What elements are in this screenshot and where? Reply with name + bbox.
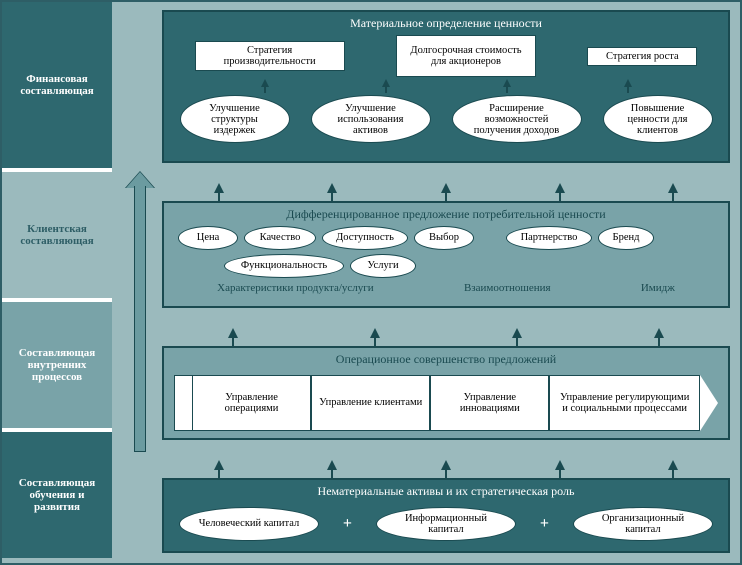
plus-icon: +: [536, 515, 553, 533]
learning-oval: Информационный капитал: [376, 507, 516, 541]
client-oval: Бренд: [598, 226, 654, 250]
arrow-up-icon: [327, 183, 337, 193]
arrow-up-icon: [654, 328, 664, 338]
financial-panel: Материальное определение ценности Страте…: [162, 10, 730, 163]
learning-panel: Нематериальные активы и их стратегическа…: [162, 478, 730, 553]
client-oval: Услуги: [350, 254, 416, 278]
chevron-box: Управление операциями: [192, 375, 311, 431]
top-value-box: Долгосрочная стоимость для акционеров: [396, 35, 536, 77]
arrow-up-icon: [228, 328, 238, 338]
chevron-end-icon: [700, 375, 718, 431]
arrow-up-icon: [668, 460, 678, 470]
learning-oval: Организационный капитал: [573, 507, 713, 541]
chevron-start-icon: [174, 375, 192, 431]
financial-title: Материальное определение ценности: [164, 12, 728, 33]
main-column: Материальное определение ценности Страте…: [112, 2, 740, 563]
financial-oval: Улучшение структуры издержек: [180, 95, 290, 143]
client-oval: Цена: [178, 226, 238, 250]
financial-oval: Улучшение использования активов: [311, 95, 431, 143]
arrow-up-icon: [503, 79, 511, 87]
arrow-up-icon: [370, 328, 380, 338]
side-label-learning: Составляющая обучения и развития: [2, 432, 112, 558]
client-oval: Функциональность: [224, 254, 344, 278]
client-oval: Доступность: [322, 226, 408, 250]
arrow-up-icon: [214, 460, 224, 470]
arrow-up-icon: [214, 183, 224, 193]
chevron-box: Управление регулирующими и социальными п…: [549, 375, 700, 431]
inner-arrows: [164, 79, 728, 93]
side-label-financial: Финансовая составляющая: [2, 2, 112, 172]
client-oval: Качество: [244, 226, 316, 250]
client-title: Дифференцированное предложение потребите…: [164, 203, 728, 224]
arrow-row: [162, 171, 730, 193]
vertical-arrow-icon: [132, 172, 148, 452]
sublabel: Имидж: [641, 282, 675, 294]
arrow-up-icon: [624, 79, 632, 87]
internal-title: Операционное совершенство предложений: [164, 348, 728, 369]
diagram-root: Финансовая составляющая Клиентская соста…: [0, 0, 742, 565]
chevron-row: Управление операциями Управление клиента…: [164, 369, 728, 441]
sublabel: Взаимоотношения: [464, 282, 551, 294]
arrow-up-icon: [382, 79, 390, 87]
arrow-row: [162, 316, 730, 338]
arrow-up-icon: [327, 460, 337, 470]
client-sublabels: Характеристики продукта/услуги Взаимоотн…: [164, 280, 728, 300]
client-panel: Дифференцированное предложение потребите…: [162, 201, 730, 308]
arrow-up-icon: [261, 79, 269, 87]
sublabel: Характеристики продукта/услуги: [217, 282, 374, 294]
learning-title: Нематериальные активы и их стратегическа…: [164, 480, 728, 501]
arrow-up-icon: [555, 460, 565, 470]
side-column: Финансовая составляющая Клиентская соста…: [2, 2, 112, 563]
chevron-box: Управление инновациями: [430, 375, 549, 431]
financial-oval: Расширение возможностей получения доходо…: [452, 95, 582, 143]
arrow-up-icon: [441, 183, 451, 193]
learning-oval: Человеческий капитал: [179, 507, 319, 541]
side-label-internal: Составляющая внутренних процессов: [2, 302, 112, 432]
internal-panel: Операционное совершенство предложений Уп…: [162, 346, 730, 440]
strategy-right-box: Стратегия роста: [587, 47, 697, 66]
arrow-up-icon: [441, 460, 451, 470]
chevron-box: Управление клиентами: [311, 375, 430, 431]
arrow-up-icon: [555, 183, 565, 193]
client-oval: Выбор: [414, 226, 474, 250]
arrow-up-icon: [668, 183, 678, 193]
client-oval: Партнерство: [506, 226, 592, 250]
side-label-client: Клиентская составляющая: [2, 172, 112, 302]
plus-icon: +: [339, 515, 356, 533]
financial-oval: Повышение ценности для клиентов: [603, 95, 713, 143]
strategy-left-box: Стратегия производительности: [195, 41, 345, 71]
arrow-up-icon: [512, 328, 522, 338]
arrow-row: [162, 448, 730, 470]
